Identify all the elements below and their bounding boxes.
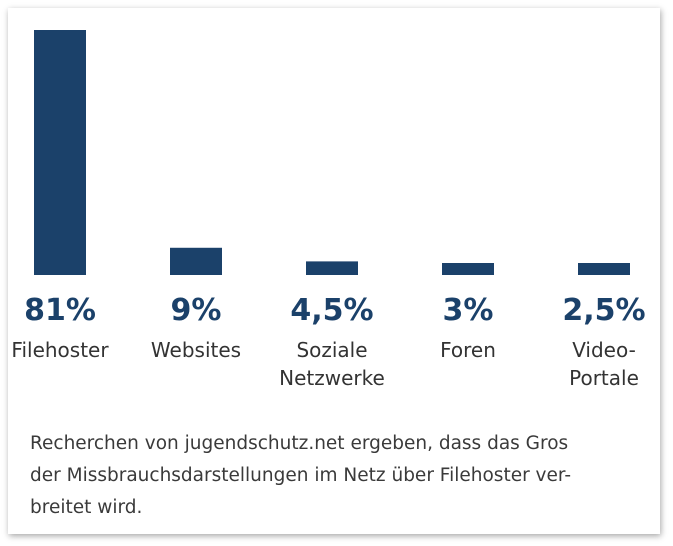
category-label-2-line-1: Netzwerke [279, 366, 385, 390]
bar-chart-svg: 81% Filehoster 9% Websites 4,5% Soziale Netzwe… [11, 30, 646, 390]
value-label-0: 81% [24, 293, 96, 328]
bar-chart: 81% Filehoster 9% Websites 4,5% Soziale Netzwe… [8, 8, 660, 408]
bar-1 [170, 247, 222, 275]
caption-box [8, 406, 660, 534]
value-label-3: 3% [443, 293, 494, 328]
caption-line-2: der Missbrauchsdarstellungen im Netz übe… [30, 465, 571, 486]
category-label-3: Foren [440, 338, 496, 362]
caption-text: Recherchen von jugendschutz.net ergeben,… [30, 428, 630, 524]
category-label-4-line-1: Portale [569, 366, 639, 390]
category-label-0: Filehoster [11, 338, 109, 362]
value-label-2: 4,5% [290, 293, 373, 328]
category-label-4-line-0: Video- [572, 338, 636, 362]
category-label-1: Websites [151, 338, 241, 362]
bar-2 [306, 261, 358, 275]
chart-card: 81% Filehoster 9% Websites 4,5% Soziale Netzwe… [8, 8, 660, 534]
value-label-4: 2,5% [562, 293, 645, 328]
bar-4 [578, 263, 630, 275]
caption-line-1: Recherchen von jugendschutz.net ergeben,… [30, 433, 569, 454]
bar-0 [34, 30, 86, 275]
category-label-2-line-0: Soziale [296, 338, 367, 362]
bar-3 [442, 263, 494, 275]
caption-line-3: breitet wird. [30, 497, 143, 518]
value-label-1: 9% [171, 293, 222, 328]
